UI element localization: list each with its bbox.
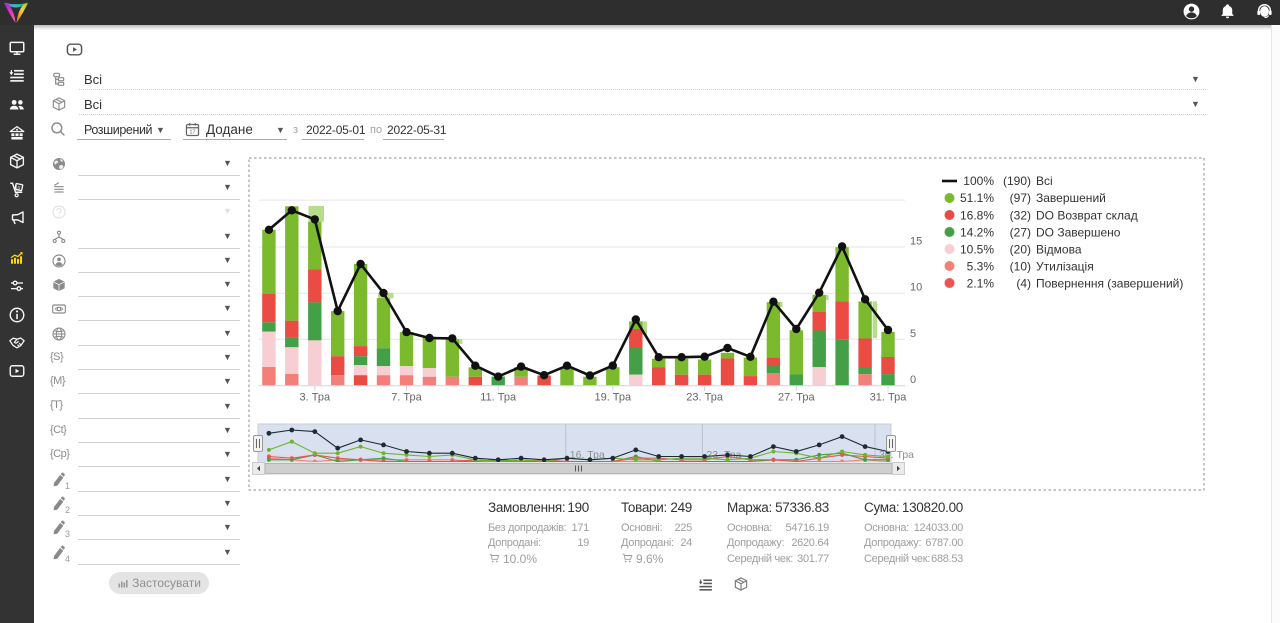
- svg-text:100%: 100%: [963, 174, 994, 188]
- svg-text:Утилізація: Утилізація: [1036, 260, 1094, 274]
- svg-text:5.3%: 5.3%: [967, 260, 995, 274]
- svg-text:(190): (190): [1003, 174, 1031, 188]
- svg-text:7. Тра: 7. Тра: [391, 392, 422, 404]
- svg-text:31. Тра: 31. Тра: [870, 392, 908, 404]
- svg-text:(97): (97): [1010, 191, 1031, 205]
- svg-text:Відмова: Відмова: [1036, 242, 1082, 256]
- svg-text:10.5%: 10.5%: [960, 242, 994, 256]
- svg-text:27. Тра: 27. Тра: [778, 392, 816, 404]
- svg-text:(20): (20): [1010, 242, 1031, 256]
- svg-text:(4): (4): [1016, 277, 1031, 291]
- svg-text:(32): (32): [1010, 208, 1031, 222]
- svg-text:2.1%: 2.1%: [967, 277, 995, 291]
- svg-text:Всі: Всі: [1036, 174, 1053, 188]
- svg-text:DO Возврат склад: DO Возврат склад: [1036, 208, 1138, 222]
- svg-text:51.1%: 51.1%: [960, 191, 994, 205]
- svg-text:Завершений: Завершений: [1036, 191, 1106, 205]
- svg-text:(10): (10): [1010, 260, 1031, 274]
- svg-text:(27): (27): [1010, 225, 1031, 239]
- svg-text:DO Завершено: DO Завершено: [1036, 225, 1121, 239]
- svg-text:23. Тра: 23. Тра: [686, 392, 724, 404]
- svg-text:15: 15: [910, 236, 922, 248]
- svg-text:3. Тра: 3. Тра: [300, 392, 331, 404]
- svg-text:16. Тра: 16. Тра: [570, 449, 605, 461]
- svg-text:16.8%: 16.8%: [960, 208, 994, 222]
- svg-text:11. Тра: 11. Тра: [480, 392, 517, 404]
- svg-text:Повернення (завершений): Повернення (завершений): [1036, 277, 1183, 291]
- svg-text:17: 17: [189, 129, 195, 135]
- svg-text:0: 0: [910, 374, 916, 386]
- svg-text:10: 10: [910, 282, 922, 294]
- svg-text:19. Тра: 19. Тра: [594, 392, 632, 404]
- svg-text:5: 5: [910, 328, 916, 340]
- svg-text:14.2%: 14.2%: [960, 225, 994, 239]
- svg-text:10: 10: [14, 184, 21, 191]
